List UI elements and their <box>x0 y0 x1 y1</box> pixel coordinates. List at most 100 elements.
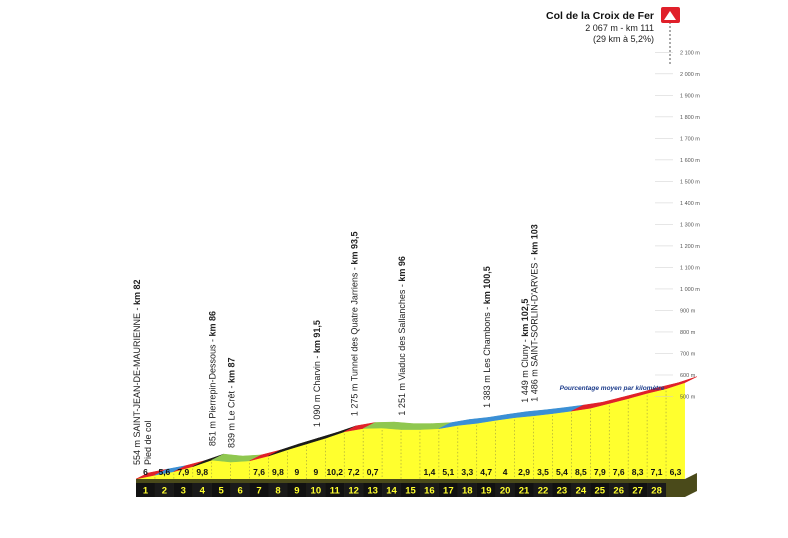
y-tick-label: 1 300 m <box>680 222 700 228</box>
summit-climb-stats: (29 km à 5,2%) <box>593 34 654 44</box>
km-label: 11 <box>330 486 341 497</box>
gradient-label: 7,6 <box>253 467 265 477</box>
waypoint-place: 839 m Le Crêt - <box>227 383 237 448</box>
y-tick-label: 1 600 m <box>680 158 700 164</box>
km-cell <box>628 483 648 497</box>
km-label: 25 <box>594 486 605 497</box>
y-tick-label: 1 400 m <box>680 201 700 207</box>
km-label: 22 <box>538 486 549 497</box>
summit-marker: Col de la Croix de Fer 2 067 m - km 111 … <box>546 7 680 64</box>
km-cell <box>457 483 477 497</box>
km-cell <box>154 483 174 497</box>
gradient-label: 7,2 <box>348 467 360 477</box>
km-cell <box>590 483 610 497</box>
km-label: 4 <box>200 486 206 497</box>
km-label: 23 <box>557 486 568 497</box>
gradient-label: 7,6 <box>613 467 625 477</box>
waypoint-km: km 96 <box>397 256 407 282</box>
gradient-label: 8,5 <box>575 467 587 477</box>
gradient-label: 9,8 <box>272 467 284 477</box>
km-cell <box>438 483 458 497</box>
waypoint-label: 1 090 m Charvin - km 91,5 <box>312 320 322 427</box>
km-label: 13 <box>367 486 378 497</box>
gradient-label: 9,8 <box>196 467 208 477</box>
gradient-label: 3,5 <box>537 467 549 477</box>
gradient-label: 8,3 <box>632 467 644 477</box>
y-tick-label: 1 500 m <box>680 179 700 185</box>
km-label: 9 <box>294 486 299 497</box>
waypoint: 839 m Le Crêt - km 87 <box>227 357 237 448</box>
waypoint: 1 486 m SAINT-SORLIN-D'ARVES - km 103 <box>530 224 540 402</box>
waypoint-km: km 93,5 <box>350 232 360 265</box>
gradient-label: 7,9 <box>594 467 606 477</box>
km-cell <box>173 483 193 497</box>
waypoint-km: km 100,5 <box>482 266 492 304</box>
km-cell <box>211 483 231 497</box>
waypoint-label: 554 m SAINT-JEAN-DE-MAURIENNE - km 82 <box>132 279 142 465</box>
waypoint-label: 1 275 m Tunnel des Quatre Jarriens - km … <box>350 232 360 417</box>
waypoint-label: 1 383 m Les Chambons - km 100,5 <box>482 266 492 408</box>
km-cell <box>533 483 553 497</box>
mountain-icon <box>664 11 676 20</box>
waypoint: 1 383 m Les Chambons - km 100,5 <box>482 266 492 408</box>
waypoint-label: 1 486 m SAINT-SORLIN-D'ARVES - km 103 <box>530 224 540 402</box>
waypoint: 851 m Pierrepin-Dessous - km 86 <box>208 311 218 446</box>
km-label: 19 <box>481 486 492 497</box>
elevation-axis: 500 m 600 m 700 m 800 m 900 m 1 000 m 1 100 m 1… <box>655 50 700 401</box>
km-label: 12 <box>348 486 359 497</box>
y-tick-label: 800 m <box>680 330 696 336</box>
waypoint-labels: 554 m SAINT-JEAN-DE-MAURIENNE - km 82Pie… <box>132 224 540 465</box>
gradient-label: 4,7 <box>480 467 492 477</box>
waypoint: 554 m SAINT-JEAN-DE-MAURIENNE - km 82Pie… <box>132 279 153 465</box>
y-tick-label: 1 700 m <box>680 136 700 142</box>
gradient-label: 5,4 <box>556 467 568 477</box>
gradient-label: 5,1 <box>442 467 454 477</box>
km-cell <box>249 483 269 497</box>
km-label: 27 <box>632 486 643 497</box>
km-label: 21 <box>519 486 530 497</box>
km-cell <box>552 483 572 497</box>
waypoint-place: 1 383 m Les Chambons - <box>482 304 492 408</box>
gradient-caption: Pourcentage moyen par kilomètre <box>560 385 665 392</box>
summit-name: Col de la Croix de Fer <box>546 10 654 22</box>
km-cell <box>419 483 439 497</box>
km-label: 7 <box>256 486 261 497</box>
gradient-label: 9 <box>313 467 318 477</box>
waypoint-place: 1 090 m Charvin - <box>312 353 322 427</box>
km-label: 15 <box>405 486 416 497</box>
km-grid <box>154 390 667 479</box>
waypoint: 1 449 m Cluny - km 102,5 <box>520 299 530 403</box>
gradient-labels: 6 5,6 7,9 9,8 7,6 9,8 9 9 10,2 7,2 0,7 1,4 5,1 3,3 4,7… <box>143 467 682 477</box>
km-label: 14 <box>386 486 397 497</box>
y-tick-label: 1 900 m <box>680 93 700 99</box>
waypoint-km: km 91,5 <box>312 320 322 353</box>
gradient-label: 0,7 <box>367 467 379 477</box>
y-tick-label: 900 m <box>680 308 696 314</box>
km-label: 20 <box>500 486 511 497</box>
gradient-label: 9 <box>295 467 300 477</box>
km-cell <box>268 483 288 497</box>
km-cell <box>647 483 667 497</box>
gradient-label: 3,3 <box>461 467 473 477</box>
y-tick-label: 1 800 m <box>680 115 700 121</box>
waypoint-label: 851 m Pierrepin-Dessous - km 86 <box>208 311 218 446</box>
gradient-label: 2,9 <box>518 467 530 477</box>
y-tick-label: 1 200 m <box>680 244 700 250</box>
km-cell <box>230 483 250 497</box>
km-cell <box>514 483 534 497</box>
waypoint-label: 839 m Le Crêt - km 87 <box>227 357 237 448</box>
km-cell <box>363 483 383 497</box>
km-label: 2 <box>162 486 167 497</box>
gradient-label: 6 <box>143 467 148 477</box>
km-label: 6 <box>237 486 242 497</box>
waypoint-place: 1 251 m Viaduc des Sallanches - <box>397 282 407 416</box>
waypoint-sub: Pied de col <box>143 420 153 465</box>
km-label: 8 <box>275 486 280 497</box>
km-band: 1 2 3 4 5 6 7 8 9 10 11 12 13 14 15 16 17 18 19 20 21 22 23 24 2… <box>136 473 697 497</box>
km-label: 1 <box>143 486 149 497</box>
km-label: 24 <box>576 486 587 497</box>
y-tick-label: 2 000 m <box>680 72 700 78</box>
km-label: 10 <box>311 486 322 497</box>
waypoint-label: 1 251 m Viaduc des Sallanches - km 96 <box>397 256 407 415</box>
